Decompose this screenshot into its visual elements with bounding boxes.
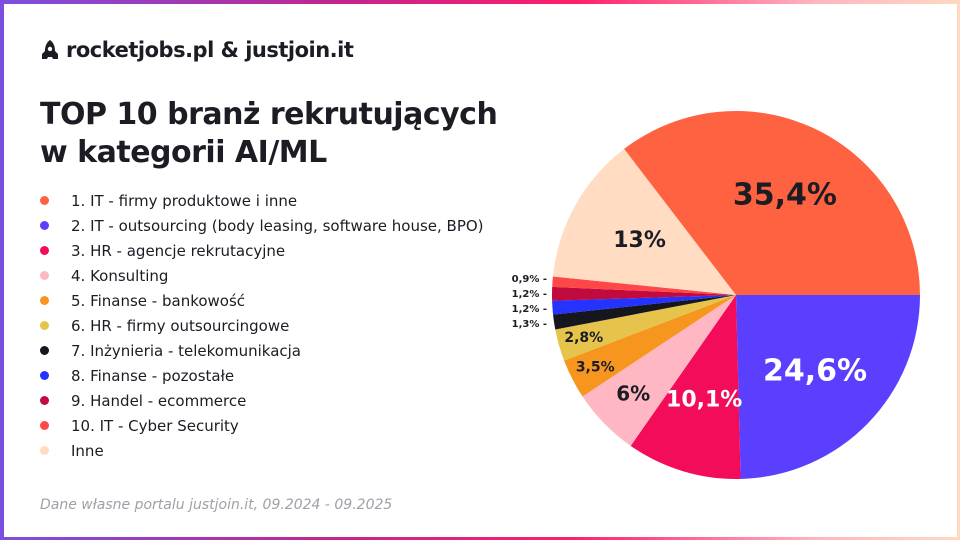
source-note: Dane własne portalu justjoin.it, 09.2024… (40, 497, 393, 513)
pie-slice (552, 286, 736, 301)
title-line-2: w kategorii AI/ML (40, 135, 327, 170)
legend-swatch (40, 346, 49, 355)
slice-label-outside: 0,9% - (512, 274, 547, 285)
legend-label: 8. Finanse - pozostałe (71, 366, 235, 385)
legend-label: Inne (71, 441, 104, 460)
brand-text: rocketjobs.pl & justjoin.it (66, 38, 354, 62)
legend-item: 2. IT - outsourcing (body leasing, softw… (40, 213, 484, 238)
slice-label-outside: 1,2% - (512, 304, 547, 315)
legend-swatch (40, 371, 49, 380)
slice-label: 2,8% (564, 330, 603, 346)
legend-label: 3. HR - agencje rekrutacyjne (71, 241, 286, 260)
slice-label: 13% (613, 228, 666, 253)
legend-item: 4. Konsulting (40, 263, 484, 288)
legend-item: 8. Finanse - pozostałe (40, 363, 484, 388)
pie-slice (552, 295, 736, 315)
legend-swatch (40, 271, 49, 280)
legend-item: 10. IT - Cyber Security (40, 413, 484, 438)
slice-label: 24,6% (763, 354, 867, 389)
legend-label: 7. Inżynieria - telekomunikacja (71, 341, 301, 360)
legend-item: Inne (40, 438, 484, 463)
legend-label: 9. Handel - ecommerce (71, 391, 247, 410)
legend-label: 1. IT - firmy produktowe i inne (71, 191, 298, 210)
title-line-1: TOP 10 branż rekrutujących (40, 97, 498, 132)
legend-swatch (40, 321, 49, 330)
legend: 1. IT - firmy produktowe i inne 2. IT - o… (40, 188, 484, 463)
legend-swatch (40, 396, 49, 405)
legend-item: 7. Inżynieria - telekomunikacja (40, 338, 484, 363)
pie-slice (630, 295, 741, 479)
legend-item: 6. HR - firmy outsourcingowe (40, 313, 484, 338)
legend-label: 2. IT - outsourcing (body leasing, softw… (71, 216, 484, 235)
slice-label: 6% (616, 382, 650, 406)
rocket-icon (42, 40, 58, 59)
pie-slice (555, 295, 736, 361)
legend-item: 3. HR - agencje rekrutacyjne (40, 238, 484, 263)
pie-slice (582, 295, 736, 446)
slice-label: 10,1% (666, 388, 742, 413)
pie-slice (553, 295, 736, 330)
legend-swatch (40, 221, 49, 230)
pie-slice (552, 148, 736, 295)
slice-label-outside: 1,2% - (512, 289, 547, 300)
pie-slice (624, 110, 920, 295)
legend-swatch (40, 196, 49, 205)
pie-slice (736, 295, 920, 479)
slice-label: 35,4% (733, 178, 837, 213)
legend-swatch (40, 421, 49, 430)
legend-item: 1. IT - firmy produktowe i inne (40, 188, 484, 213)
legend-label: 4. Konsulting (71, 266, 169, 285)
legend-swatch (40, 296, 49, 305)
legend-item: 5. Finanse - bankowość (40, 288, 484, 313)
pie-slice (552, 276, 736, 295)
pie-slice (564, 295, 736, 397)
legend-label: 6. HR - firmy outsourcingowe (71, 316, 290, 335)
legend-swatch (40, 246, 49, 255)
legend-swatch (40, 446, 49, 455)
brand-logo: rocketjobs.pl & justjoin.it (40, 38, 354, 62)
chart-title: TOP 10 branż rekrutujących w kategorii A… (40, 96, 498, 172)
legend-item: 9. Handel - ecommerce (40, 388, 484, 413)
legend-label: 10. IT - Cyber Security (71, 416, 239, 435)
slice-label-outside: 1,3% - (512, 319, 547, 330)
slice-label: 3,5% (576, 359, 615, 375)
legend-label: 5. Finanse - bankowość (71, 291, 246, 310)
